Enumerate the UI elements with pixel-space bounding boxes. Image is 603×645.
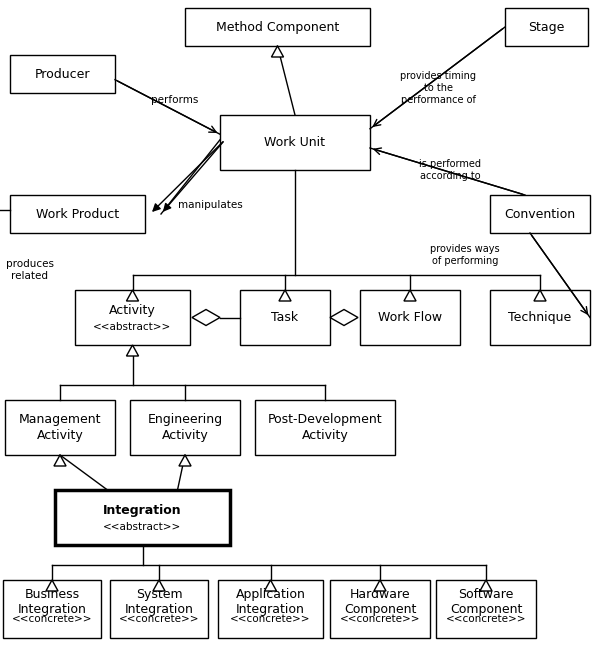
Text: <<concrete>>: <<concrete>> [446,615,526,624]
Polygon shape [374,580,386,591]
Text: Hardware
Component: Hardware Component [344,588,416,616]
Text: <<abstract>>: <<abstract>> [93,322,172,332]
Polygon shape [480,580,492,591]
Text: Activity: Activity [109,304,156,317]
Text: Task: Task [271,311,298,324]
Text: <<concrete>>: <<concrete>> [230,615,311,624]
Text: is performed
according to: is performed according to [419,159,481,181]
Polygon shape [179,455,191,466]
Text: provides ways
of performing: provides ways of performing [430,244,500,266]
Bar [55,490,230,545]
Text: Technique: Technique [508,311,572,324]
Text: Post-Development
Activity: Post-Development Activity [268,413,382,441]
Bar [436,580,536,638]
Text: <<abstract>>: <<abstract>> [103,522,182,532]
Bar [255,400,395,455]
Polygon shape [330,310,358,326]
Bar [240,290,330,345]
Bar [360,290,460,345]
Bar [3,580,101,638]
Text: Convention: Convention [505,208,575,221]
Bar [220,115,370,170]
Text: Application
Integration: Application Integration [236,588,306,616]
Polygon shape [404,290,416,301]
Text: Engineering
Activity: Engineering Activity [148,413,223,441]
Polygon shape [265,580,277,591]
Bar [490,195,590,233]
Bar [10,55,115,93]
Bar [10,195,145,233]
Bar [5,400,115,455]
Text: Work Flow: Work Flow [378,311,442,324]
Text: Integration: Integration [103,504,182,517]
Text: <<concrete>>: <<concrete>> [11,615,92,624]
Bar [330,580,430,638]
Polygon shape [127,290,139,301]
Polygon shape [153,580,165,591]
Bar [218,580,323,638]
Text: produces
related: produces related [6,259,54,281]
Text: Work Unit: Work Unit [265,136,326,149]
Polygon shape [279,290,291,301]
Text: Management
Activity: Management Activity [19,413,101,441]
Text: Stage: Stage [528,21,564,34]
Text: System
Integration: System Integration [125,588,194,616]
Text: manipulates: manipulates [178,200,242,210]
Bar [505,8,588,46]
Polygon shape [192,310,220,326]
Text: Work Product: Work Product [36,208,119,221]
Bar [110,580,208,638]
Bar [490,290,590,345]
Polygon shape [127,345,139,356]
Text: Business
Integration: Business Integration [17,588,86,616]
Polygon shape [46,580,58,591]
Polygon shape [54,455,66,466]
Polygon shape [534,290,546,301]
Text: Software
Component: Software Component [450,588,522,616]
Text: Method Component: Method Component [216,21,339,34]
Text: <<concrete>>: <<concrete>> [119,615,199,624]
Text: Producer: Producer [35,68,90,81]
Text: <<concrete>>: <<concrete>> [339,615,420,624]
Text: performs: performs [151,95,198,105]
Bar [130,400,240,455]
Polygon shape [271,46,283,57]
Bar [75,290,190,345]
Text: provides timing
to the
performance of: provides timing to the performance of [400,72,476,104]
Bar [185,8,370,46]
